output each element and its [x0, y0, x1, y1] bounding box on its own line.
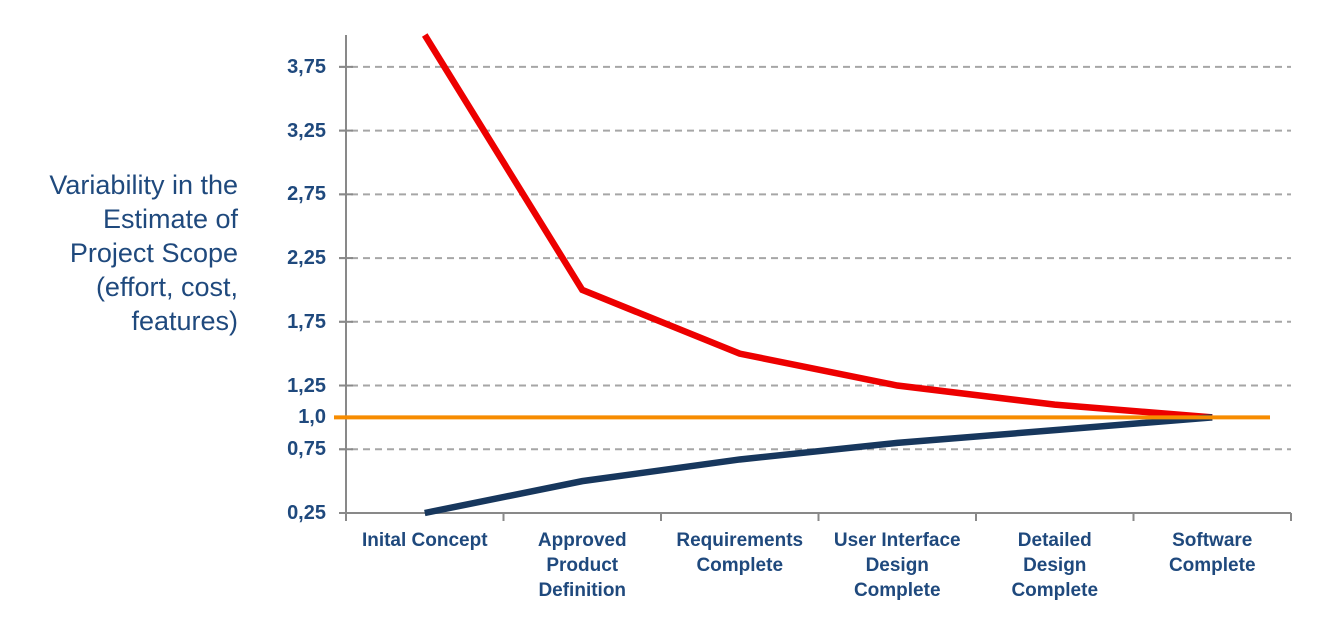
x-axis-label: Approved Product Definition — [498, 528, 668, 603]
y-tick-label: 2,25 — [287, 247, 326, 270]
y-axis-title-line: Estimate of — [102, 204, 238, 234]
y-tick-label: 2,75 — [287, 183, 326, 206]
x-axis-label-line: Complete — [1011, 580, 1099, 601]
y-axis-title: Variability in the Estimate of Project S… — [8, 168, 238, 338]
y-axis-title-line: (effort, cost, — [95, 272, 238, 302]
upper-estimate-bound-line — [421, 33, 1213, 421]
x-axis-label-line: Inital Concept — [361, 530, 488, 551]
x-axis-label: Inital Concept — [340, 528, 510, 553]
x-axis-label-line: Requirements — [676, 530, 804, 551]
y-tick-label: 1,0 — [298, 406, 326, 429]
x-axis-label-line: Complete — [853, 580, 941, 601]
x-axis-label-line: Approved — [537, 530, 627, 551]
y-tick-label: 0,25 — [287, 502, 326, 524]
lower-estimate-bound-line — [424, 414, 1213, 517]
x-axis-label-line: Software — [1172, 530, 1253, 551]
x-axis-label-line: Definition — [538, 580, 627, 601]
y-tick-label: 3,75 — [287, 55, 326, 78]
x-axis-label: Software Complete — [1128, 528, 1298, 578]
y-tick-label: 1,75 — [287, 310, 326, 333]
x-axis-label-line: Design — [865, 555, 929, 576]
y-axis-title-line: Project Scope — [69, 238, 238, 268]
y-axis-title-line: Variability in the — [49, 170, 238, 200]
x-axis-label: User Interface Design Complete — [813, 528, 983, 603]
x-axis-label: Detailed Design Complete — [970, 528, 1140, 603]
x-axis-label-line: Design — [1023, 555, 1087, 576]
x-axis-label: Requirements Complete — [655, 528, 825, 578]
y-tick-label: 1,25 — [287, 374, 326, 397]
x-axis-label-line: Product — [546, 555, 619, 576]
y-tick-label: 0,75 — [287, 438, 326, 461]
y-axis-title-line: features) — [131, 306, 238, 336]
x-axis-label-line: Complete — [1168, 555, 1256, 576]
y-tick-label: 3,25 — [287, 119, 326, 142]
x-axis-label-line: Detailed — [1017, 530, 1092, 551]
x-axis-label-line: Complete — [696, 555, 784, 576]
x-axis-label-line: User Interface — [833, 530, 961, 551]
